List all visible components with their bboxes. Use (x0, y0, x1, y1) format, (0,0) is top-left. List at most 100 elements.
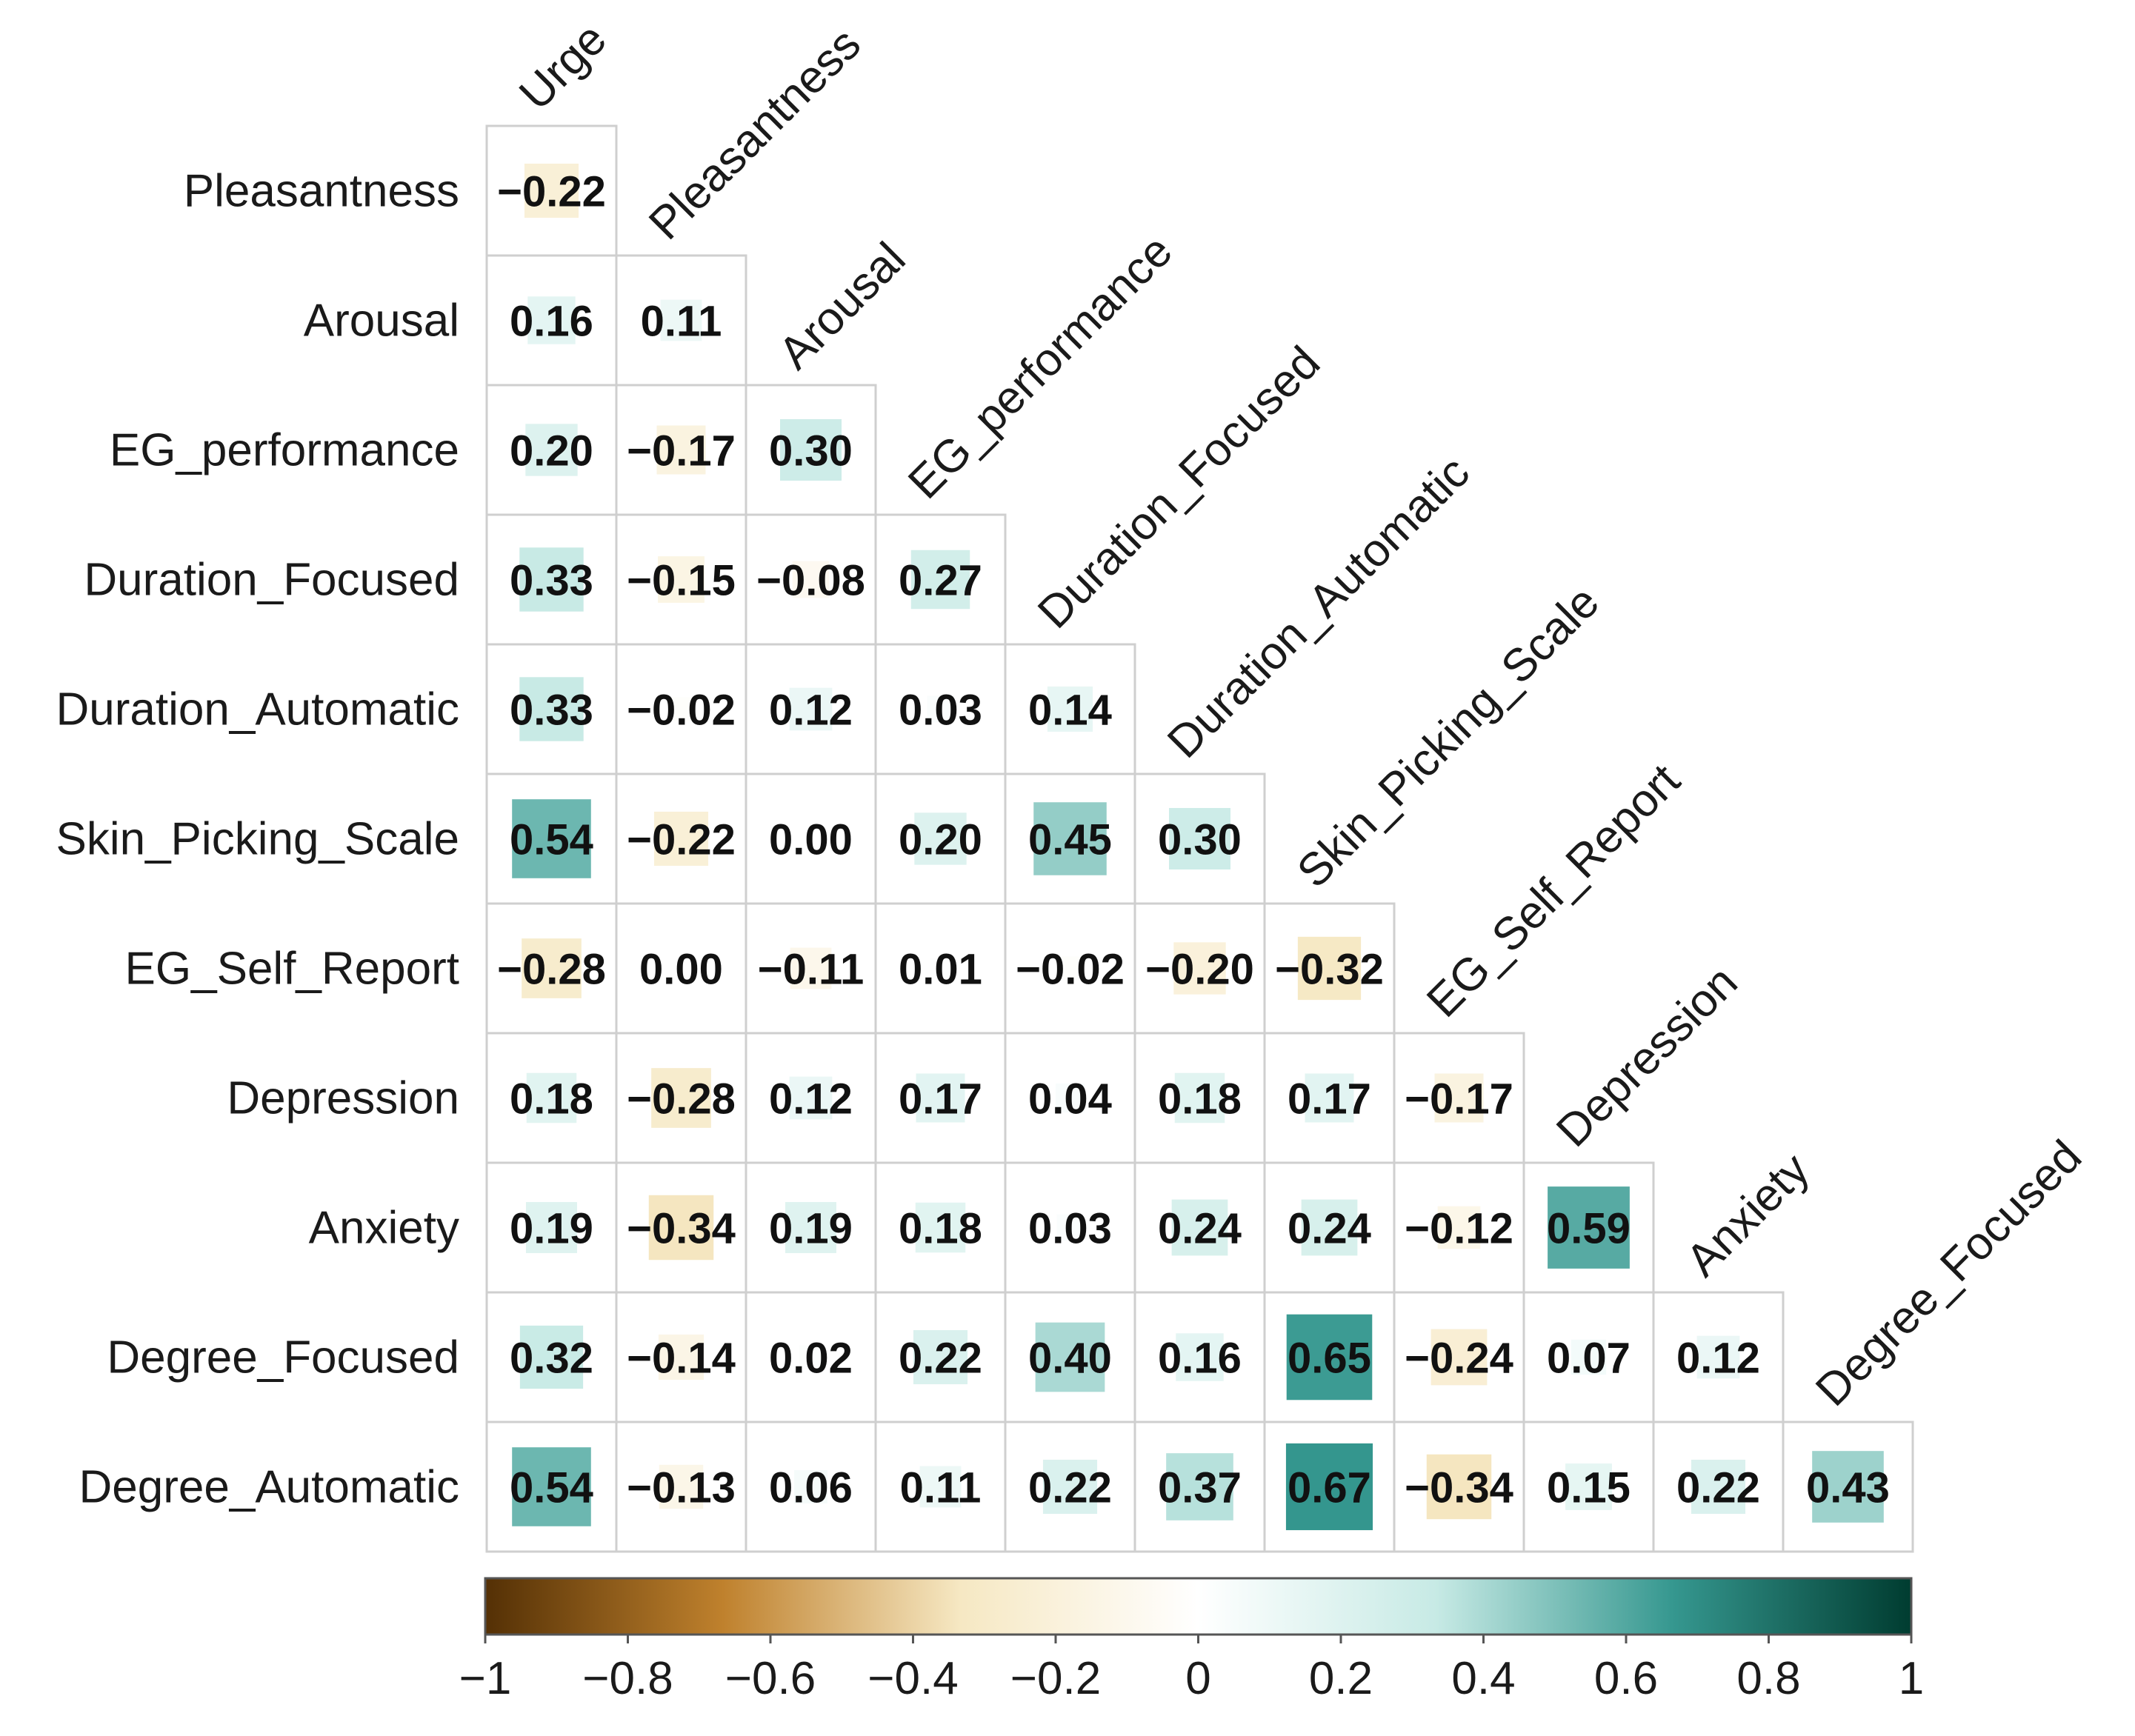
correlation-square (1055, 1083, 1085, 1113)
correlation-square (1812, 1451, 1884, 1523)
correlation-value: 0.59 (1547, 1205, 1631, 1253)
colorbar-tick-label: −1 (459, 1653, 512, 1704)
correlation-square (519, 677, 584, 741)
correlation-value: −0.17 (627, 427, 736, 475)
correlation-value: −0.14 (627, 1335, 736, 1383)
correlation-value: 0.12 (769, 687, 853, 735)
correlation-square (1176, 1333, 1224, 1381)
correlation-square (656, 425, 706, 475)
correlation-value: 0.33 (510, 687, 593, 735)
correlation-square (1042, 1459, 1098, 1515)
correlation-value: 0.19 (769, 1205, 853, 1253)
correlation-value: 0.12 (1676, 1335, 1760, 1383)
column-label: Degree_Focused (1806, 1131, 2091, 1416)
correlation-value: −0.32 (1275, 946, 1384, 994)
row-label: Pleasantness (184, 166, 459, 217)
correlation-square (1047, 686, 1093, 732)
correlation-square (794, 1470, 827, 1503)
correlation-value: 0.00 (769, 816, 853, 864)
colorbar-tick-label: 0.4 (1451, 1653, 1515, 1704)
correlation-square (512, 1447, 591, 1526)
row-labels: Pleasantness Arousal EG_performance Duratio… (56, 166, 459, 1513)
correlation-value: 0.40 (1028, 1335, 1112, 1383)
correlation-square (519, 1325, 584, 1389)
row-label: Anxiety (309, 1203, 459, 1254)
correlation-square (1571, 1339, 1607, 1375)
row-label: Degree_Automatic (79, 1462, 460, 1513)
correlation-value: 0.24 (1288, 1205, 1371, 1253)
correlation-value: 0.30 (769, 427, 853, 475)
correlation-square (1691, 1459, 1746, 1515)
correlation-square (789, 687, 833, 731)
correlation-square (914, 812, 967, 865)
correlation-value: −0.20 (1145, 946, 1254, 994)
colorbar-tick-label: −0.4 (867, 1653, 958, 1704)
correlation-square (658, 556, 705, 603)
correlation-value: 0.24 (1158, 1205, 1242, 1253)
correlation-square (1426, 1454, 1492, 1520)
column-label: Duration_Focused (1028, 337, 1330, 638)
correlation-square (1297, 936, 1362, 1001)
column-label: EG_performance (899, 225, 1182, 509)
heatmap-cell (1782, 1420, 1914, 1553)
correlation-value: −0.17 (1405, 1075, 1513, 1124)
correlation-square (653, 811, 709, 867)
column-label: Arousal (769, 233, 915, 378)
correlation-value: 0.03 (1028, 1205, 1112, 1253)
row-label: Arousal (304, 296, 459, 347)
row-label: Depression (227, 1073, 459, 1124)
correlation-square (1305, 1073, 1354, 1123)
correlation-square (669, 697, 693, 721)
correlation-square (524, 163, 579, 218)
correlation-value: −0.02 (627, 687, 736, 735)
correlation-value: 0.67 (1288, 1464, 1371, 1512)
correlation-value: 0.20 (510, 427, 593, 475)
correlation-square (651, 1068, 711, 1128)
correlation-square (1696, 1335, 1740, 1379)
correlation-square (913, 1329, 968, 1385)
correlation-value: 0.19 (510, 1205, 593, 1253)
column-label: Urge (510, 13, 616, 120)
correlation-value: 0.37 (1158, 1464, 1242, 1512)
correlation-square (1434, 1073, 1484, 1123)
colorbar-tick-label: −0.6 (725, 1653, 816, 1704)
row-label: EG_Self_Report (125, 944, 459, 995)
correlation-value: 0.12 (769, 1075, 853, 1124)
correlation-square (1168, 807, 1231, 870)
correlation-square (1285, 1443, 1373, 1531)
colorbar-tick-label: 0.6 (1594, 1653, 1658, 1704)
correlation-value: 0.65 (1288, 1335, 1371, 1383)
correlation-square (1437, 1206, 1481, 1249)
correlation-value: −0.02 (1016, 946, 1125, 994)
correlation-square (910, 550, 970, 610)
correlation-value: 0.54 (510, 1464, 593, 1512)
correlation-value: 0.27 (899, 557, 982, 605)
correlation-value: 0.22 (1028, 1464, 1112, 1512)
correlation-square (660, 299, 702, 341)
colorbar-tick-label: 1 (1899, 1653, 1924, 1704)
correlation-value: 0.06 (769, 1464, 853, 1512)
correlation-value: 0.03 (899, 687, 982, 735)
row-label: Skin_Picking_Scale (56, 814, 459, 865)
correlation-value: −0.13 (627, 1464, 736, 1512)
correlation-value: 0.43 (1806, 1464, 1890, 1512)
correlation-square (512, 799, 591, 878)
correlation-value: 0.16 (510, 298, 593, 346)
correlation-value: −0.34 (627, 1205, 736, 1253)
correlation-value: 0.33 (510, 557, 593, 605)
correlation-value: −0.08 (756, 557, 865, 605)
correlation-square (1174, 1072, 1225, 1124)
correlation-square (790, 947, 832, 989)
correlation-square (648, 1195, 714, 1261)
correlation-value: 0.11 (900, 1464, 982, 1512)
correlation-value: −0.28 (627, 1075, 736, 1124)
correlation-value: 0.17 (899, 1075, 982, 1124)
correlation-square (658, 1334, 705, 1381)
correlation-square (792, 561, 830, 598)
correlation-value: −0.22 (497, 168, 606, 216)
colorbar-gradient (484, 1577, 1913, 1636)
column-label: Anxiety (1676, 1144, 1819, 1286)
correlation-square (1033, 802, 1107, 875)
row-label: EG_performance (110, 425, 459, 476)
